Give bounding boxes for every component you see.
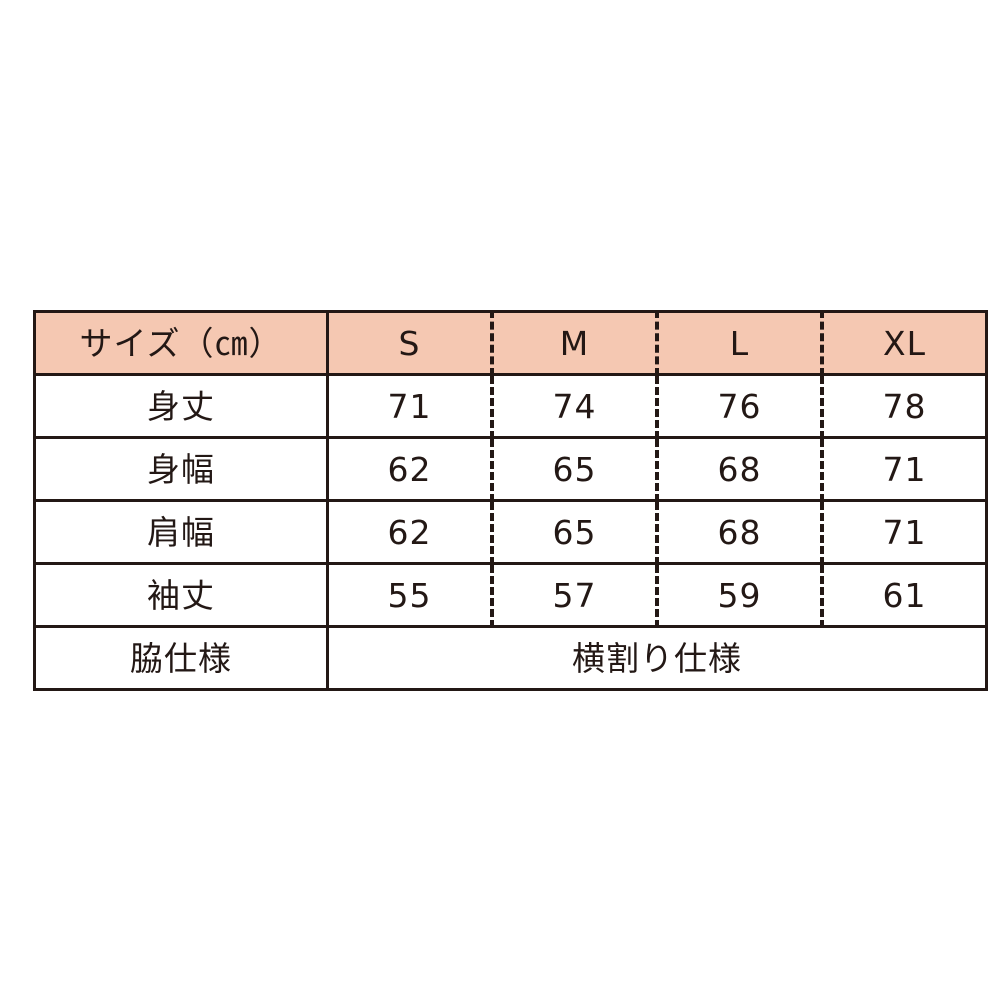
row-label-side-spec: 脇仕様 <box>34 625 329 690</box>
cell-body-width-l: 68 <box>655 436 822 501</box>
cell-sleeve-length-s: 55 <box>327 562 492 627</box>
cell-body-width-xl: 71 <box>820 436 987 501</box>
cell-body-length-s: 71 <box>327 373 492 438</box>
row-shoulder-width: 肩幅 62 65 68 71 <box>34 499 987 564</box>
header-cell-size-l: L <box>655 311 822 375</box>
cell-side-spec-value: 横割り仕様 <box>327 625 987 690</box>
cell-sleeve-length-l: 59 <box>655 562 822 627</box>
cell-shoulder-width-xl: 71 <box>820 499 987 564</box>
size-chart-header: サイズ（㎝） S M L XL <box>34 311 987 375</box>
row-side-spec: 脇仕様 横割り仕様 <box>34 625 987 690</box>
size-chart-body: 身丈 71 74 76 78 身幅 62 65 68 71 肩幅 62 65 6… <box>34 373 987 690</box>
cell-sleeve-length-xl: 61 <box>820 562 987 627</box>
cell-body-width-s: 62 <box>327 436 492 501</box>
row-label-shoulder-width: 肩幅 <box>34 499 329 564</box>
cell-shoulder-width-l: 68 <box>655 499 822 564</box>
cell-body-length-l: 76 <box>655 373 822 438</box>
row-body-length: 身丈 71 74 76 78 <box>34 373 987 438</box>
row-label-body-width: 身幅 <box>34 436 329 501</box>
row-body-width: 身幅 62 65 68 71 <box>34 436 987 501</box>
cell-sleeve-length-m: 57 <box>490 562 657 627</box>
cell-body-length-xl: 78 <box>820 373 987 438</box>
row-sleeve-length: 袖丈 55 57 59 61 <box>34 562 987 627</box>
header-cell-size-label: サイズ（㎝） <box>34 311 329 375</box>
row-label-sleeve-length: 袖丈 <box>34 562 329 627</box>
cell-shoulder-width-s: 62 <box>327 499 492 564</box>
row-label-body-length: 身丈 <box>34 373 329 438</box>
size-chart-table: サイズ（㎝） S M L XL 身丈 71 74 76 78 身幅 62 65 … <box>33 310 988 691</box>
cell-body-width-m: 65 <box>490 436 657 501</box>
header-cell-size-xl: XL <box>820 311 987 375</box>
header-cell-size-m: M <box>490 311 657 375</box>
header-cell-size-s: S <box>327 311 492 375</box>
cell-body-length-m: 74 <box>490 373 657 438</box>
cell-shoulder-width-m: 65 <box>490 499 657 564</box>
header-row: サイズ（㎝） S M L XL <box>34 311 987 375</box>
